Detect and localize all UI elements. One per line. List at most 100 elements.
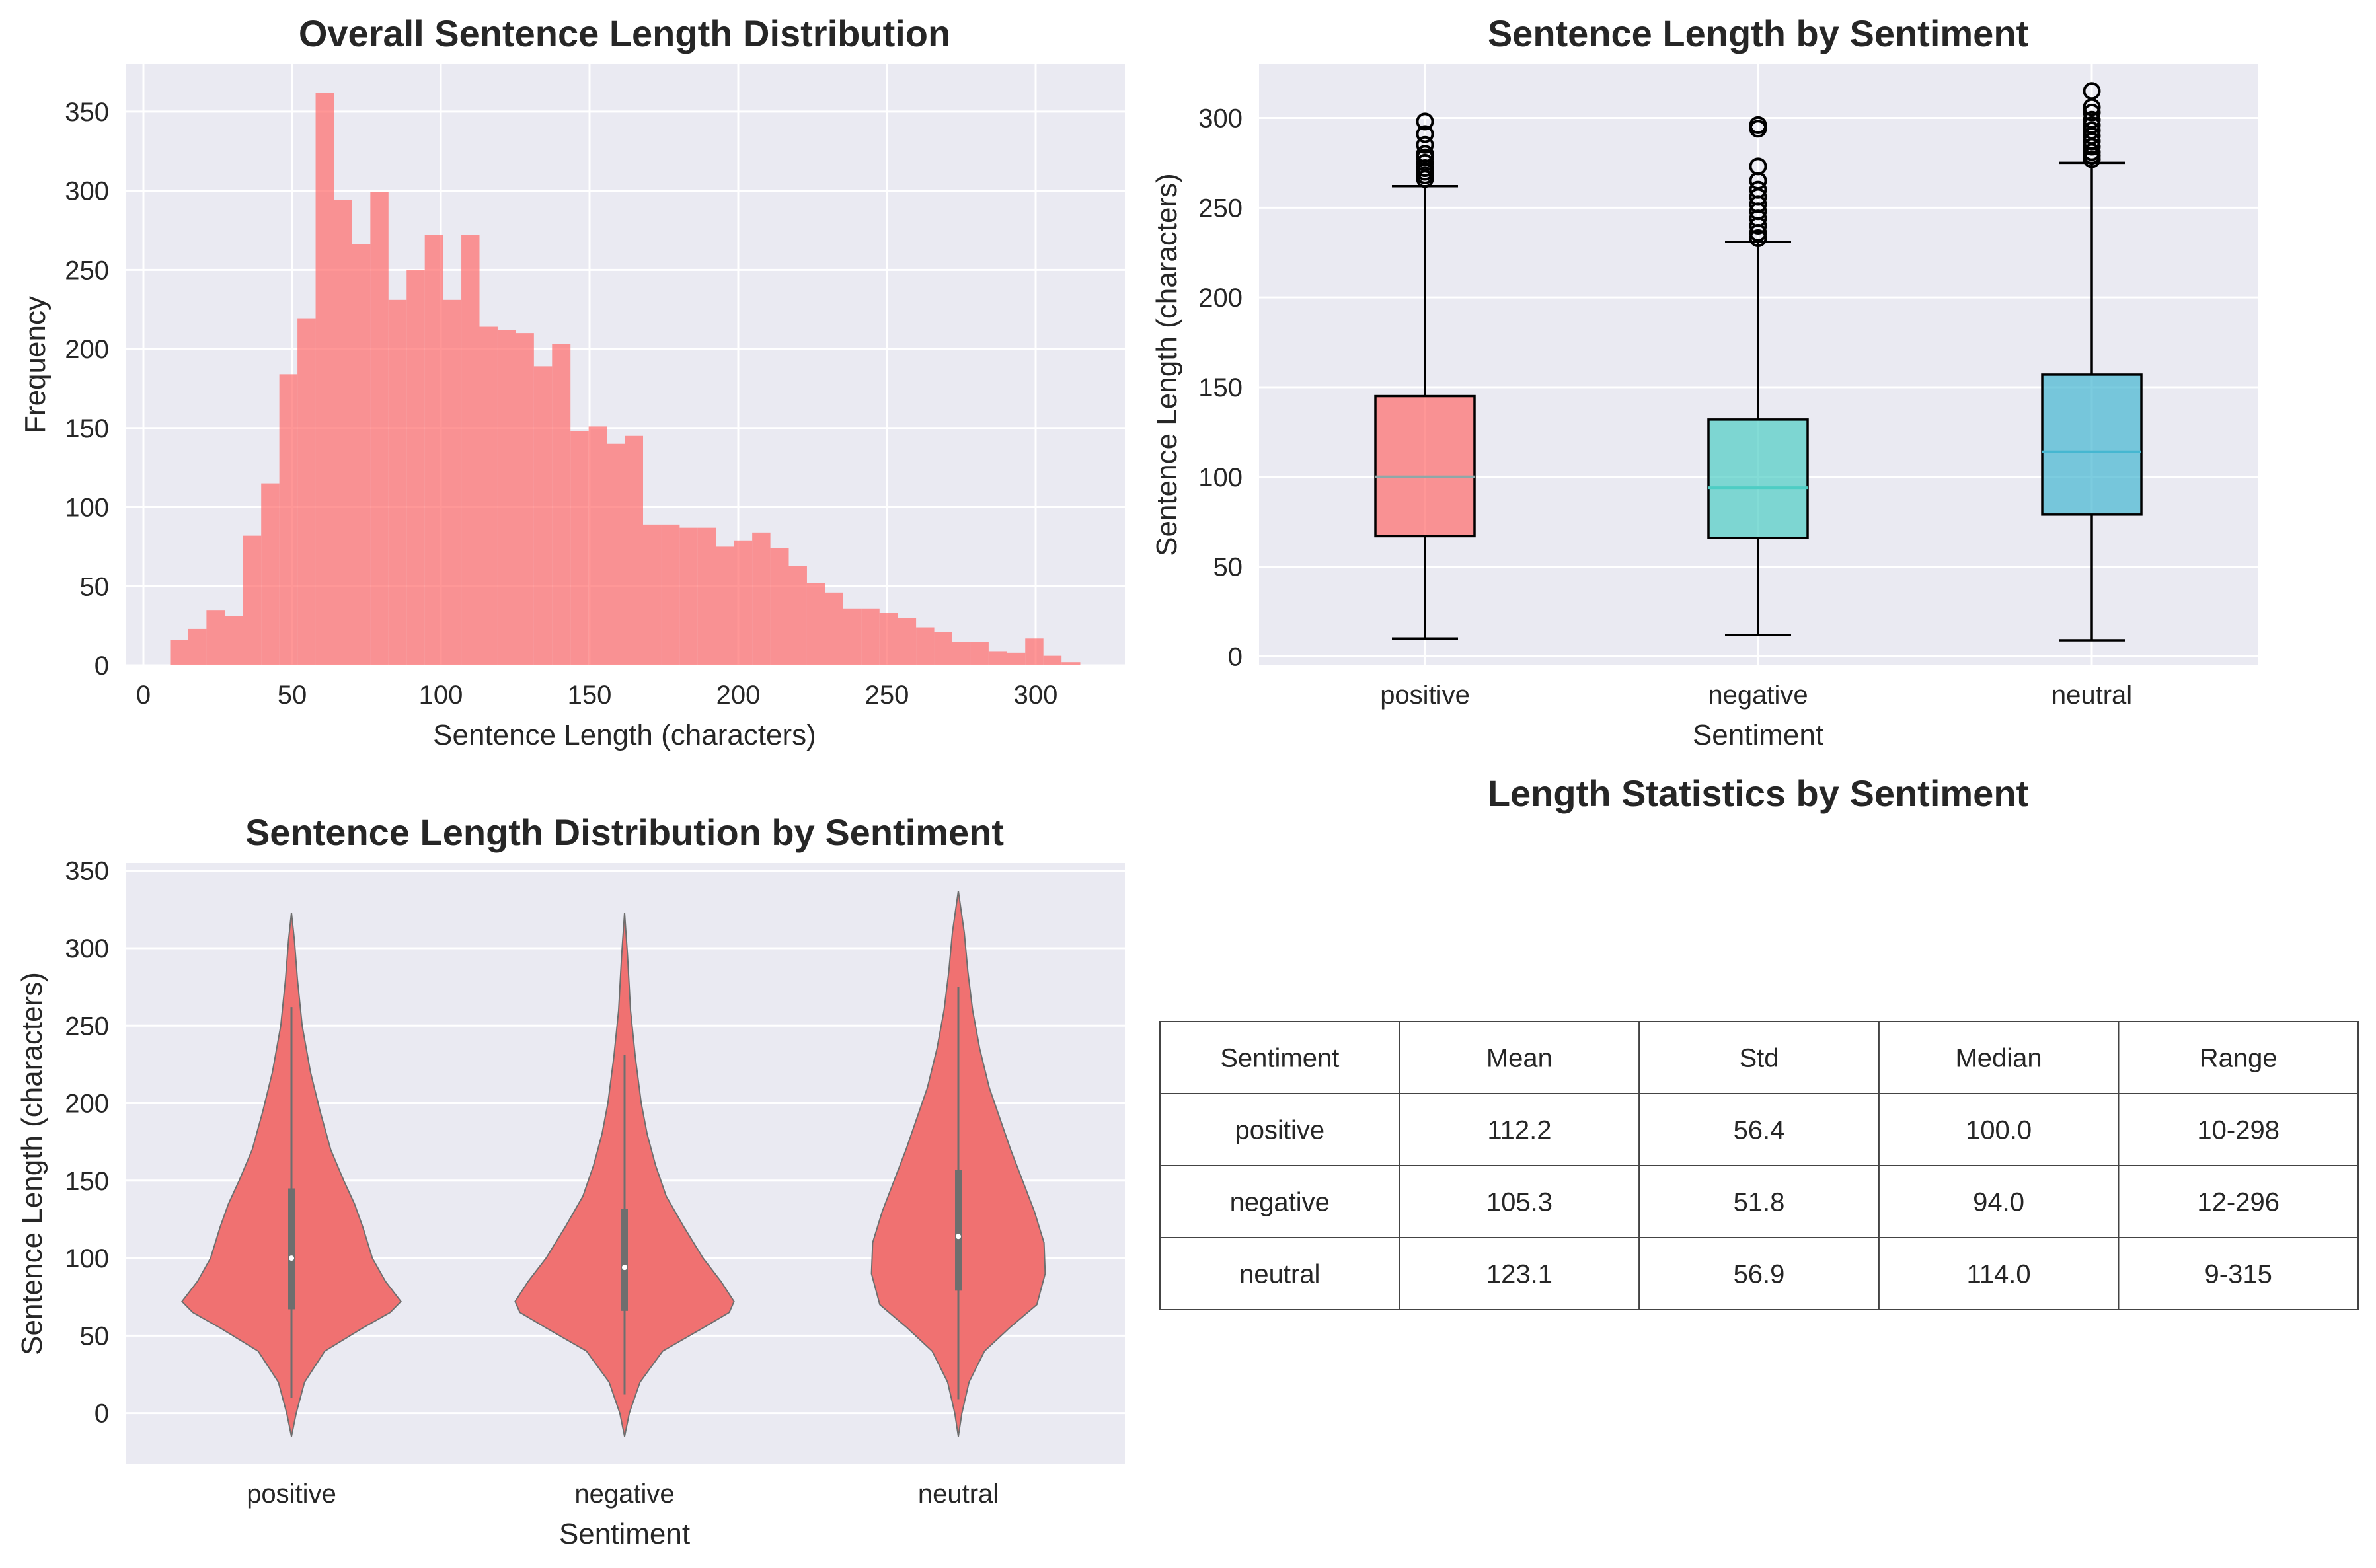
histogram-bar xyxy=(898,618,917,665)
histogram-bar xyxy=(533,366,553,665)
stats-table-cell-text: 112.2 xyxy=(1487,1116,1551,1145)
histogram-bar xyxy=(806,583,825,665)
stats-table-cell-text: neutral xyxy=(1239,1260,1320,1289)
histogram-panel: Overall Sentence Length Distribution 0 50… xyxy=(19,13,1125,751)
boxplot-box xyxy=(2041,373,2143,516)
violin-iqr-box xyxy=(288,1188,295,1310)
stats-table-cell-text: 56.4 xyxy=(1734,1116,1785,1145)
violin-title: Sentence Length Distribution by Sentimen… xyxy=(245,811,1004,853)
boxplot-boxes xyxy=(1374,82,2143,642)
violin-y-tick-label: 100 xyxy=(65,1244,109,1273)
histogram-bar xyxy=(825,592,843,665)
violin-iqr-box xyxy=(955,1170,962,1291)
boxplot-box xyxy=(1707,418,1809,539)
boxplot-x-tick-label: positive xyxy=(1380,681,1470,710)
violin-y-tick-label: 250 xyxy=(65,1012,109,1041)
stats-table: Sentiment Mean Std Median Range positive 112.2… xyxy=(1159,1021,2359,1310)
boxplot-outlier xyxy=(1749,180,1767,199)
stats-table-cell-text: 9-315 xyxy=(2205,1260,2272,1289)
histogram-bar xyxy=(661,524,680,665)
violin-median-marker xyxy=(289,1255,294,1261)
histogram-bar xyxy=(607,443,625,665)
histogram-bar xyxy=(243,535,262,665)
boxplot-y-tick-label: 50 xyxy=(1213,553,1243,582)
boxplot-y-tick-label: 200 xyxy=(1198,283,1243,313)
boxplot-outlier xyxy=(1749,157,1767,176)
histogram-x-tick-label: 250 xyxy=(865,681,909,710)
boxplot-outlier xyxy=(1749,116,1767,134)
violin-median-marker xyxy=(956,1234,961,1240)
boxplot-y-tick-label: 0 xyxy=(1228,642,1243,671)
histogram-bar xyxy=(225,616,243,665)
histogram-bar xyxy=(388,299,407,665)
violin-group-negative xyxy=(514,913,735,1437)
histogram-bar xyxy=(479,326,498,665)
stats-table-cell-text: 100.0 xyxy=(1966,1116,2032,1145)
boxplot-panel: Sentence Length by Sentiment positive neg… xyxy=(1151,13,2258,751)
violin-group-positive xyxy=(181,912,402,1437)
stats-table-header-text: Mean xyxy=(1486,1044,1552,1073)
histogram-bar xyxy=(1061,662,1081,665)
stats-table-header-text: Sentiment xyxy=(1220,1044,1339,1073)
stats-table-cell-text: 94.0 xyxy=(1973,1188,2024,1217)
boxplot-outlier xyxy=(1416,135,1434,154)
boxplot-outlier xyxy=(2083,122,2101,140)
histogram-bar xyxy=(406,270,425,665)
stats-table-cell-text: 12-296 xyxy=(2197,1188,2280,1217)
boxplot-x-ticks: positive negative neutral xyxy=(1380,681,2132,710)
boxplot-x-tick-label: negative xyxy=(1708,681,1808,710)
boxplot-box xyxy=(1374,394,1476,538)
histogram-bar xyxy=(1043,655,1062,665)
boxplot-x-tick-label: neutral xyxy=(2051,681,2132,710)
boxplot-y-ticks: 0 50 100 150 200 250 300 xyxy=(1198,104,1243,671)
violin-group-neutral xyxy=(870,891,1046,1437)
histogram-bar xyxy=(716,546,734,665)
stats-table-cell-text: 51.8 xyxy=(1734,1188,1785,1217)
histogram-y-ticks: 0 50 100 150 200 250 300 350 xyxy=(65,98,109,681)
histogram-bar xyxy=(279,374,298,665)
histogram-x-tick-label: 150 xyxy=(568,681,612,710)
histogram-bar xyxy=(770,548,789,665)
histogram-bar xyxy=(188,628,207,665)
violin-median-marker xyxy=(622,1265,627,1271)
stats-table-cell-text: positive xyxy=(1235,1116,1324,1145)
violin-y-axis-label: Sentence Length (characters) xyxy=(16,972,48,1355)
stats-table-cell-text: 10-298 xyxy=(2197,1116,2280,1145)
histogram-y-tick-label: 250 xyxy=(65,256,109,285)
histogram-x-tick-label: 300 xyxy=(1014,681,1058,710)
histogram-x-ticks: 0 50 100 150 200 250 300 xyxy=(136,681,1058,710)
histogram-y-tick-label: 50 xyxy=(80,572,110,601)
boxplot-outlier xyxy=(2083,82,2101,100)
stats-table-cell-text: 123.1 xyxy=(1486,1260,1552,1289)
histogram-y-tick-label: 350 xyxy=(65,98,109,127)
boxplot-outlier xyxy=(2083,116,2101,134)
histogram-bar xyxy=(315,93,334,665)
histogram-bar xyxy=(988,651,1007,665)
boxplot-group-negative xyxy=(1707,116,1809,636)
boxplot-y-tick-label: 100 xyxy=(1198,463,1243,492)
histogram-y-tick-label: 100 xyxy=(65,494,109,523)
boxplot-group-neutral xyxy=(2041,82,2143,642)
histogram-bar xyxy=(570,431,589,665)
violin-y-tick-label: 350 xyxy=(65,857,109,886)
histogram-bar xyxy=(297,318,316,666)
histogram-bar xyxy=(788,566,807,665)
histogram-bar xyxy=(206,610,225,665)
boxplot-y-axis-label: Sentence Length (characters) xyxy=(1151,173,1183,556)
violin-y-tick-label: 150 xyxy=(65,1167,109,1196)
boxplot-outlier xyxy=(1416,145,1434,163)
histogram-y-tick-label: 150 xyxy=(65,414,109,443)
violin-shapes xyxy=(181,891,1046,1437)
stats-table-header-text: Median xyxy=(1955,1044,2042,1073)
histogram-bar xyxy=(934,632,952,665)
violin-x-ticks: positive negative neutral xyxy=(247,1479,999,1509)
boxplot-x-axis-label: Sentiment xyxy=(1693,719,1823,751)
histogram-bar xyxy=(352,244,371,665)
histogram-bar xyxy=(679,527,698,665)
violin-y-ticks: 0 50 100 150 200 250 300 350 xyxy=(65,857,109,1429)
stats-table-cell-text: 105.3 xyxy=(1486,1188,1552,1217)
histogram-bar xyxy=(1007,652,1026,665)
histogram-bar xyxy=(916,627,935,665)
histogram-bar xyxy=(370,192,389,665)
